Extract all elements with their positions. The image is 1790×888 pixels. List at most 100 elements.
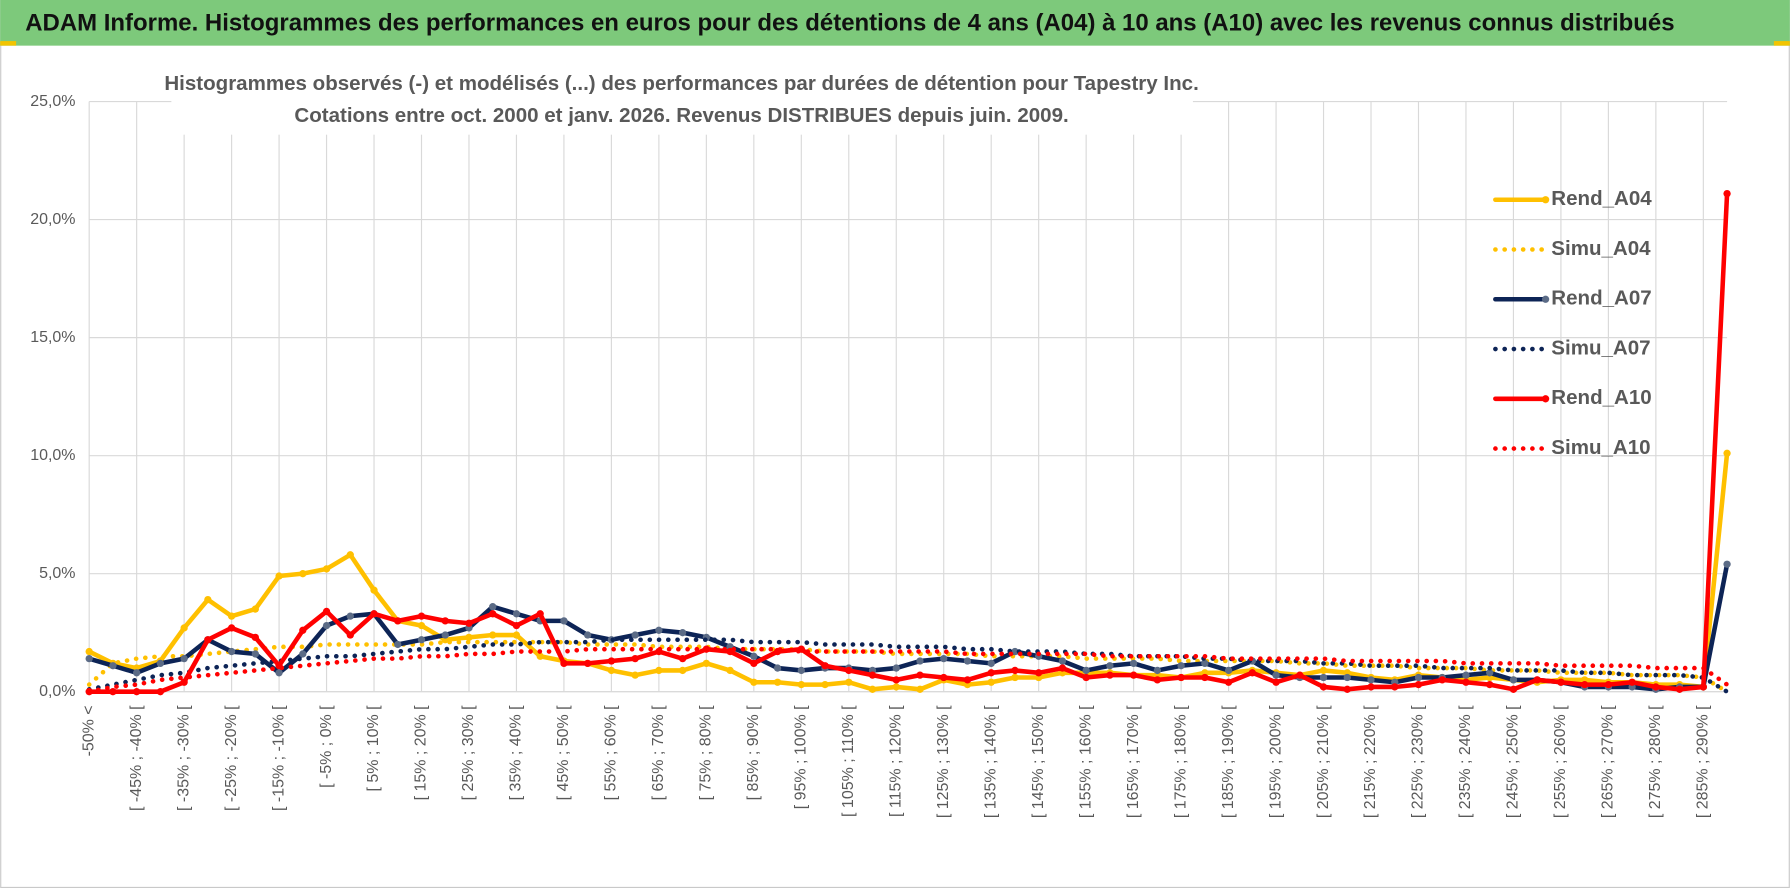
series-marker bbox=[299, 626, 307, 634]
series-marker bbox=[750, 652, 758, 660]
chart-subtitle: Cotations entre oct. 2000 et janv. 2026.… bbox=[294, 104, 1068, 127]
series-marker bbox=[275, 669, 283, 677]
x-tick-label: [ 75% ; 80% [ bbox=[698, 705, 715, 801]
x-tick-label: [ 255% ; 260% [ bbox=[1552, 705, 1569, 818]
series-marker bbox=[1129, 659, 1138, 668]
x-tick-label: [ 205% ; 210% [ bbox=[1315, 705, 1332, 818]
series-marker bbox=[1343, 685, 1351, 693]
series-marker bbox=[1058, 664, 1067, 672]
series-marker bbox=[607, 666, 616, 675]
series-marker bbox=[1462, 671, 1470, 679]
series-marker bbox=[441, 617, 449, 625]
series-marker bbox=[1414, 680, 1423, 689]
y-tick-label: 20,0% bbox=[30, 211, 75, 228]
series-marker bbox=[1557, 678, 1565, 686]
x-tick-label: [ 25% ; 30% [ bbox=[460, 705, 477, 801]
legend-label: Rend_A07 bbox=[1551, 287, 1651, 310]
series-marker bbox=[417, 636, 426, 644]
corner bbox=[1773, 41, 1790, 46]
x-tick-label: [ 215% ; 220% [ bbox=[1362, 705, 1379, 818]
series-marker bbox=[1296, 671, 1304, 679]
series-marker bbox=[940, 673, 948, 682]
series-marker bbox=[1248, 669, 1256, 677]
series-line bbox=[86, 191, 1730, 694]
series-marker bbox=[227, 624, 236, 632]
x-tick-label: [ -45% ; -40% [ bbox=[128, 705, 145, 811]
x-tick-label: [ 125% ; 130% [ bbox=[935, 705, 952, 818]
x-tick-label: -50% < bbox=[80, 705, 97, 756]
series-marker bbox=[1486, 669, 1494, 677]
x-tick-label: [ 185% ; 190% [ bbox=[1220, 705, 1237, 818]
series-marker bbox=[370, 610, 378, 618]
series-marker bbox=[963, 676, 972, 684]
series-marker bbox=[1509, 685, 1518, 693]
x-tick-label: [ 45% ; 50% [ bbox=[555, 705, 572, 801]
x-tick-label: [ 275% ; 280% [ bbox=[1647, 705, 1664, 818]
series-marker bbox=[180, 624, 188, 632]
series-marker bbox=[536, 610, 544, 618]
series-marker bbox=[1224, 678, 1233, 686]
series-marker bbox=[394, 640, 402, 649]
series-marker bbox=[512, 610, 521, 618]
title-backdrop bbox=[171, 66, 1193, 135]
series-marker bbox=[1272, 678, 1280, 686]
x-tick-label: [ 195% ; 200% [ bbox=[1267, 705, 1284, 818]
legend-label: Simu_A04 bbox=[1551, 237, 1651, 260]
series-marker bbox=[1699, 683, 1707, 691]
series-marker bbox=[85, 654, 93, 663]
series-marker bbox=[1177, 673, 1185, 682]
series-marker bbox=[607, 657, 616, 665]
series-marker bbox=[1604, 680, 1613, 689]
chart-title: Histogrammes observés (-) et modélisés (… bbox=[164, 72, 1198, 95]
series-marker bbox=[1391, 683, 1399, 691]
series-marker bbox=[465, 619, 473, 627]
series-marker bbox=[109, 662, 117, 670]
series-marker bbox=[750, 659, 758, 668]
series-marker bbox=[180, 654, 188, 663]
series-marker bbox=[251, 633, 259, 642]
series-marker bbox=[322, 565, 331, 573]
series-marker bbox=[1319, 673, 1328, 682]
y-tick-label: 15,0% bbox=[30, 329, 75, 346]
series-marker bbox=[299, 650, 307, 658]
series-marker bbox=[584, 631, 592, 639]
series-marker bbox=[750, 678, 758, 686]
series-marker bbox=[631, 654, 639, 663]
series-marker bbox=[773, 664, 782, 672]
header-title: ADAM Informe. Histogrammes des performan… bbox=[25, 9, 1674, 36]
series-marker bbox=[797, 666, 805, 675]
x-tick-label: [ 135% ; 140% [ bbox=[982, 705, 999, 818]
series-marker bbox=[892, 683, 900, 691]
x-tick-label: [ -15% ; -10% [ bbox=[270, 705, 287, 811]
series-marker bbox=[322, 607, 331, 616]
legend-marker bbox=[1541, 196, 1550, 204]
series-marker bbox=[370, 586, 378, 594]
series-marker bbox=[868, 671, 877, 679]
series-marker bbox=[1011, 666, 1019, 675]
x-tick-label: [ -35% ; -30% [ bbox=[175, 705, 192, 811]
series-marker bbox=[1367, 683, 1375, 691]
series-marker bbox=[85, 647, 93, 656]
series-marker bbox=[133, 688, 141, 696]
header-bar bbox=[0, 0, 1790, 46]
series-marker bbox=[1438, 676, 1446, 684]
series-marker bbox=[726, 666, 734, 675]
legend-label: Simu_A07 bbox=[1551, 336, 1650, 359]
series-line bbox=[86, 637, 1730, 694]
series-marker bbox=[1272, 671, 1280, 679]
series-marker bbox=[346, 551, 354, 559]
series-marker bbox=[1082, 673, 1090, 682]
series-marker bbox=[940, 654, 948, 663]
series-marker bbox=[845, 666, 853, 675]
series-marker bbox=[1580, 680, 1589, 689]
series-marker bbox=[1177, 662, 1185, 670]
legend-label: Simu_A10 bbox=[1551, 436, 1650, 459]
legend-label: Rend_A10 bbox=[1551, 386, 1651, 409]
series-marker bbox=[1082, 666, 1090, 675]
x-tick-label: [ 115% ; 120% [ bbox=[887, 705, 904, 817]
series-marker bbox=[560, 617, 568, 625]
series-marker bbox=[465, 633, 473, 642]
series-marker bbox=[489, 610, 497, 618]
series-marker bbox=[1343, 673, 1351, 682]
